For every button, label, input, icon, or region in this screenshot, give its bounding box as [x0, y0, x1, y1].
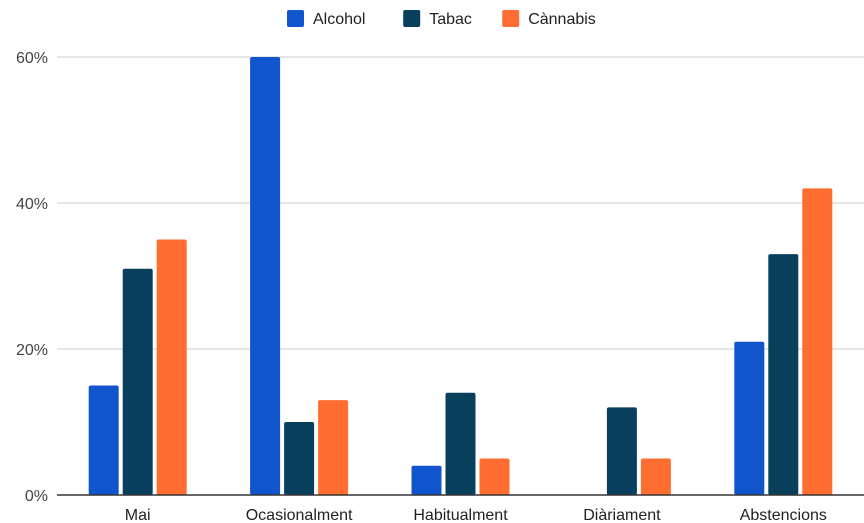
bar-tabac-habitualment	[445, 392, 476, 495]
y-axis-ticks: 0% 20% 40% 60%	[16, 50, 48, 505]
legend-swatch	[403, 10, 421, 27]
y-tick-label: 40%	[16, 196, 48, 213]
x-tick-label: Abstencions	[740, 507, 827, 523]
x-axis-labels: Mai Ocasionalment Habitualment Diàriament Ab…	[125, 507, 827, 523]
legend-item-alcohol[interactable]: Alcohol	[287, 10, 365, 28]
y-tick-label: 0%	[25, 488, 48, 505]
x-tick-label: Mai	[125, 507, 151, 523]
bar-alcohol-ocasionalment	[250, 57, 281, 495]
legend-item-tabac[interactable]: Tabac	[403, 10, 472, 28]
bar-cànnabis-diàriament	[640, 458, 671, 495]
y-tick-label: 20%	[16, 342, 48, 359]
x-tick-label: Habitualment	[413, 507, 508, 523]
bar-tabac-abstencions	[768, 254, 799, 495]
legend: Alcohol Tabac Cànnabis	[287, 10, 596, 28]
bar-alcohol-abstencions	[734, 341, 765, 495]
bar-cànnabis-ocasionalment	[318, 400, 349, 495]
legend-swatch	[502, 10, 520, 27]
legend-swatch	[287, 10, 304, 27]
legend-label: Tabac	[429, 11, 472, 28]
legend-label: Alcohol	[313, 11, 365, 28]
bar-alcohol-mai	[88, 385, 119, 495]
legend-label: Cànnabis	[528, 11, 596, 28]
bar-alcohol-habitualment	[411, 465, 442, 495]
bar-tabac-diàriament	[606, 407, 637, 495]
x-tick-label: Ocasionalment	[246, 507, 353, 523]
bar-cànnabis-abstencions	[802, 188, 833, 495]
gridlines	[57, 56, 864, 350]
y-tick-label: 60%	[16, 50, 48, 67]
bar-tabac-mai	[122, 268, 153, 495]
bar-cànnabis-mai	[156, 239, 187, 495]
bar-cànnabis-habitualment	[479, 458, 510, 495]
legend-item-cànnabis[interactable]: Cànnabis	[502, 10, 596, 28]
bar-tabac-ocasionalment	[284, 422, 315, 495]
bars	[88, 57, 833, 495]
x-tick-label: Diàriament	[583, 507, 661, 523]
